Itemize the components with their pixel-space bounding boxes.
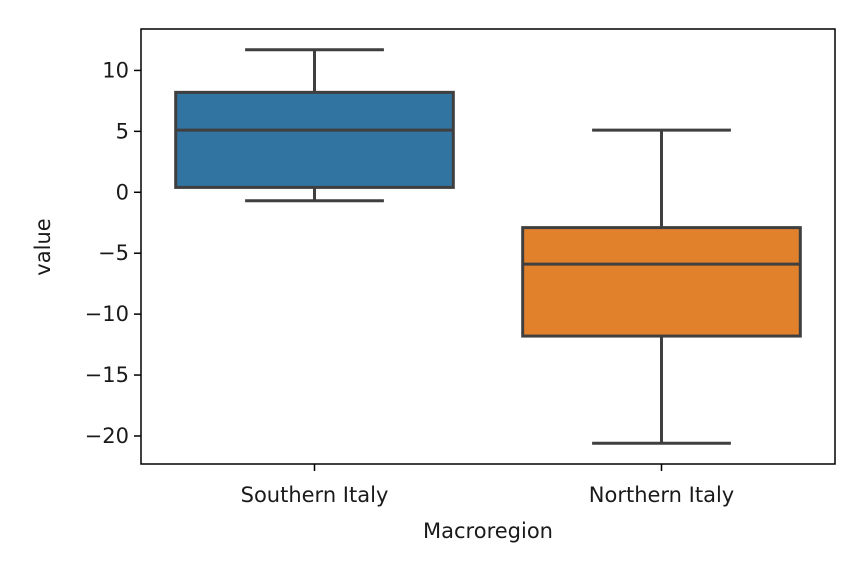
x-tick-label: Southern Italy xyxy=(241,483,389,507)
box-iqr xyxy=(521,226,802,338)
box-group xyxy=(174,48,455,203)
y-tick-label: 5 xyxy=(116,119,129,143)
y-tick-label: −5 xyxy=(98,241,129,265)
y-tick-label: −20 xyxy=(85,424,129,448)
plot-area xyxy=(174,48,802,445)
x-tick-label: Northern Italy xyxy=(589,483,734,507)
plot-frame xyxy=(140,28,836,465)
box-iqr xyxy=(174,90,455,189)
y-tick-label: 10 xyxy=(102,58,129,82)
box-group xyxy=(521,128,802,445)
axes: 10 5 0 −5 −10 −15 −20 Southern Italy Northern It… xyxy=(85,28,836,507)
y-tick-label: −10 xyxy=(85,302,129,326)
x-axis-label: Macroregion xyxy=(423,519,553,543)
y-axis-label: value xyxy=(31,218,55,275)
y-tick-label: −15 xyxy=(85,363,129,387)
y-tick-label: 0 xyxy=(116,180,129,204)
